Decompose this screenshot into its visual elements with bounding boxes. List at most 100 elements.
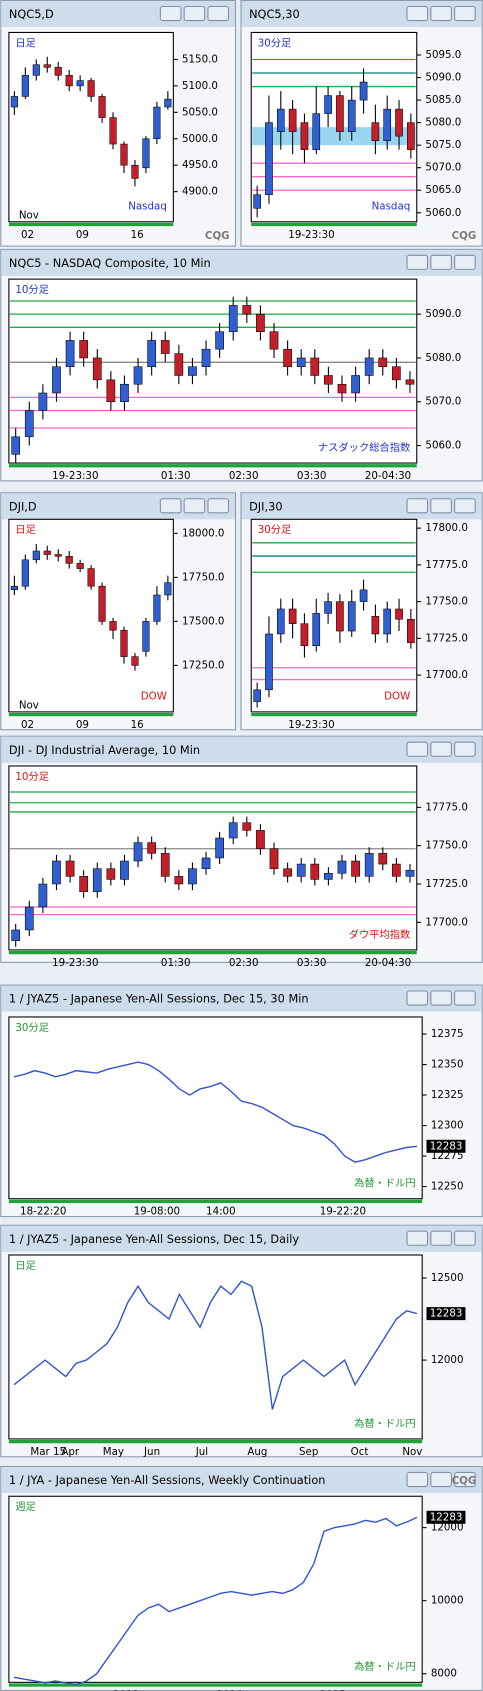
window-button[interactable] [430,1471,452,1488]
candle-body [242,305,252,315]
annotation: Nasdaq [128,201,167,213]
window-button[interactable] [207,5,230,22]
candle-body [383,108,392,141]
candle-body [120,383,129,403]
candle-body [106,379,116,403]
candle-body [215,837,224,859]
window-title: DJI,D [9,499,37,513]
candle-body [351,860,360,877]
time-strip [8,1440,423,1444]
window-button[interactable] [183,498,206,514]
window-button[interactable] [406,741,429,757]
y-tick-label: 17750.0 [425,596,467,608]
candle-body [160,853,170,877]
plot-area [8,31,174,223]
window-button[interactable] [454,741,476,757]
candle-body [312,613,321,647]
y-tick-label: 5000.0 [182,133,218,145]
annotation: ダウ平均指数 [349,928,411,941]
candle-body [87,80,95,97]
window-button[interactable] [406,498,429,514]
candle-body [76,563,84,569]
candle-body [300,122,309,150]
x-tick-label: 18-22:20 [20,1206,66,1218]
y-tick-label: 17725.0 [425,878,467,890]
annotation: 日足 [15,37,36,49]
window-button[interactable] [454,1230,476,1246]
window-button[interactable] [159,498,182,514]
window-button[interactable] [454,254,476,270]
annotation: 30分足 [258,37,292,49]
annotation: 10分足 [15,284,49,296]
candle-body [147,340,156,367]
price-line [13,1516,418,1686]
window-button[interactable] [430,5,452,22]
window-button[interactable] [406,1471,429,1488]
x-tick-label: 02:30 [229,957,259,969]
x-tick-label: 16 [131,229,144,241]
time-strip [8,712,174,717]
plot-area [8,518,174,713]
candle-body [383,608,392,635]
candle-body [228,305,238,332]
window-button[interactable] [430,1230,452,1246]
window-button[interactable] [406,5,429,22]
window-button[interactable] [454,1471,476,1488]
candle-body [364,853,374,877]
y-tick-label: 5090.0 [425,72,461,84]
y-tick-label: 5075.0 [425,139,461,151]
x-tick-label: 01:30 [161,957,191,969]
x-tick-label: 2013 [113,1689,139,1691]
window-button[interactable] [406,1230,429,1246]
candle-body [24,410,34,438]
x-tick-label: 01:30 [161,470,191,482]
candle-body [133,366,143,385]
x-tick-label: Jun [143,1446,160,1458]
brand-logo: CQG [452,1475,477,1487]
y-tick-label: 17775.0 [425,801,467,813]
candle-body [142,138,150,169]
price-line [13,1061,418,1163]
candle-body [87,568,95,587]
window-button[interactable] [454,498,476,514]
candle-body [351,375,360,394]
candle-body [407,619,415,644]
candle-body [164,98,172,108]
candle-body [52,366,61,394]
last-price: 12283 [430,1308,463,1320]
candle-body [65,556,73,564]
window-button[interactable] [406,254,429,270]
window-button[interactable] [430,741,452,757]
candle-body [395,608,403,620]
window-button[interactable] [159,5,182,22]
plot-area [250,31,418,223]
window-button[interactable] [454,5,476,22]
last-price-box [426,1510,466,1524]
window-button[interactable] [183,5,206,22]
y-tick-label: 5070.0 [425,162,461,174]
y-tick-label: 4950.0 [182,159,218,171]
window-button[interactable] [207,498,230,514]
candle-body [371,122,380,141]
window-button[interactable] [430,254,452,270]
y-tick-label: 5050.0 [182,106,218,118]
plot-area [250,518,418,713]
y-tick-label: 12325 [431,1089,464,1101]
price-line [13,1280,418,1410]
candle-body [21,559,29,587]
time-strip [8,950,417,955]
candle-body [347,99,356,132]
window-button[interactable] [430,498,452,514]
candle-body [337,383,347,394]
window-title: 1 / JYA - Japanese Yen-All Sessions, Wee… [9,1473,326,1487]
candle-body [32,64,40,76]
annotation: 30分足 [258,524,292,536]
window-button[interactable] [454,990,476,1006]
candle-body [228,822,238,839]
y-tick-label: 17800.0 [425,522,467,534]
window-button[interactable] [406,990,429,1006]
y-tick-label: 4900.0 [182,186,218,198]
window-button[interactable] [430,990,452,1006]
annotation: 為替・ドル円 [354,1177,416,1190]
